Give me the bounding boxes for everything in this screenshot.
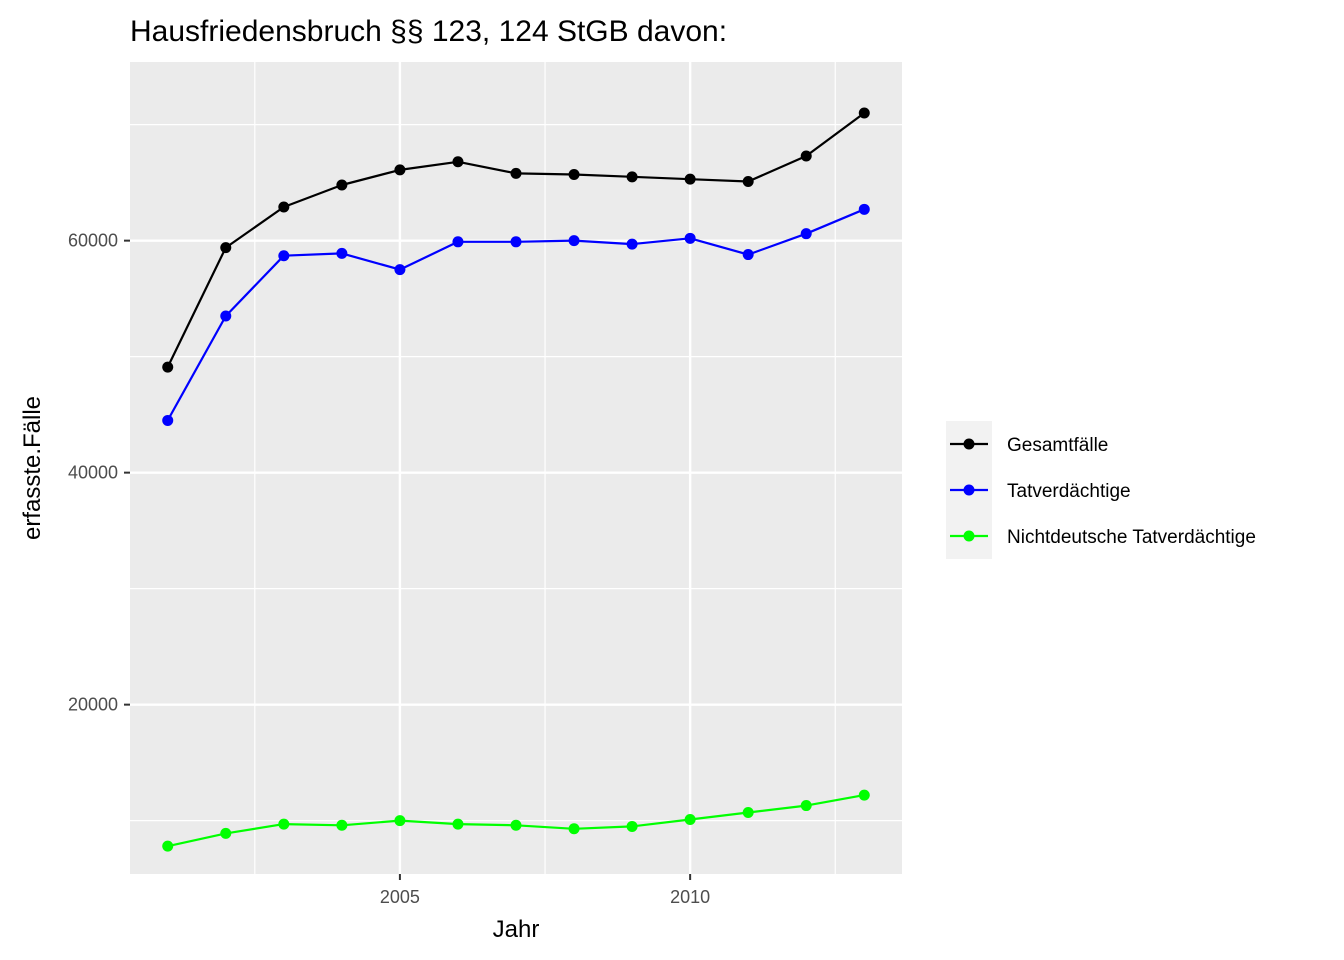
data-point bbox=[220, 310, 232, 322]
y-tick-label: 20000 bbox=[68, 695, 118, 715]
chart-title: Hausfriedensbruch §§ 123, 124 StGB davon… bbox=[130, 15, 727, 48]
legend-label: Nichtdeutsche Tatverdächtige bbox=[1007, 527, 1256, 548]
data-point bbox=[684, 232, 696, 244]
data-point bbox=[162, 361, 174, 373]
data-point bbox=[742, 807, 754, 819]
data-point bbox=[394, 815, 406, 827]
y-axis: 20000 40000 60000 bbox=[68, 231, 130, 715]
y-tick-label: 60000 bbox=[68, 231, 118, 251]
legend-key-point bbox=[963, 530, 975, 542]
data-point bbox=[568, 823, 580, 835]
data-point bbox=[800, 150, 812, 162]
series-group bbox=[162, 203, 870, 426]
data-point bbox=[684, 173, 696, 185]
data-point bbox=[452, 236, 464, 248]
legend-label: Gesamtfälle bbox=[1007, 435, 1108, 456]
data-point bbox=[568, 235, 580, 247]
data-point bbox=[568, 169, 580, 181]
data-point bbox=[278, 250, 290, 262]
data-point bbox=[510, 167, 522, 179]
series-group bbox=[162, 789, 870, 852]
data-point bbox=[162, 414, 174, 426]
x-tick-label: 2005 bbox=[380, 887, 420, 907]
plot-panel bbox=[130, 62, 902, 874]
legend-label: Tatverdächtige bbox=[1007, 481, 1131, 502]
data-point bbox=[858, 203, 870, 215]
data-point bbox=[278, 201, 290, 213]
data-point bbox=[626, 171, 638, 183]
y-tick-label: 40000 bbox=[68, 463, 118, 483]
series-group bbox=[162, 107, 870, 373]
data-point bbox=[510, 819, 522, 831]
data-point bbox=[800, 800, 812, 812]
legend-key-point bbox=[963, 484, 975, 496]
data-point bbox=[336, 247, 348, 259]
data-point bbox=[336, 819, 348, 831]
data-point bbox=[162, 840, 174, 852]
data-point bbox=[858, 789, 870, 801]
data-point bbox=[858, 107, 870, 119]
data-point bbox=[336, 179, 348, 191]
x-axis-title: Jahr bbox=[493, 916, 540, 943]
data-point bbox=[742, 249, 754, 261]
minor-gridlines bbox=[130, 62, 902, 874]
legend-key-point bbox=[963, 438, 975, 450]
data-point bbox=[452, 818, 464, 830]
data-point bbox=[800, 228, 812, 240]
data-point bbox=[452, 156, 464, 168]
series-layer bbox=[162, 107, 870, 852]
data-point bbox=[278, 818, 290, 830]
data-point bbox=[626, 238, 638, 250]
data-point bbox=[220, 827, 232, 839]
data-point bbox=[742, 175, 754, 187]
x-tick-label: 2010 bbox=[670, 887, 710, 907]
data-point bbox=[510, 236, 522, 248]
x-axis: 2005 2010 bbox=[380, 874, 710, 907]
data-point bbox=[394, 264, 406, 276]
y-axis-title: erfasste.Fälle bbox=[19, 396, 46, 540]
data-point bbox=[394, 164, 406, 176]
data-point bbox=[220, 242, 232, 254]
data-point bbox=[626, 820, 638, 832]
legend: Gesamtfälle Tatverdächtige Nichtdeutsche T… bbox=[946, 421, 1256, 559]
data-point bbox=[684, 813, 696, 825]
